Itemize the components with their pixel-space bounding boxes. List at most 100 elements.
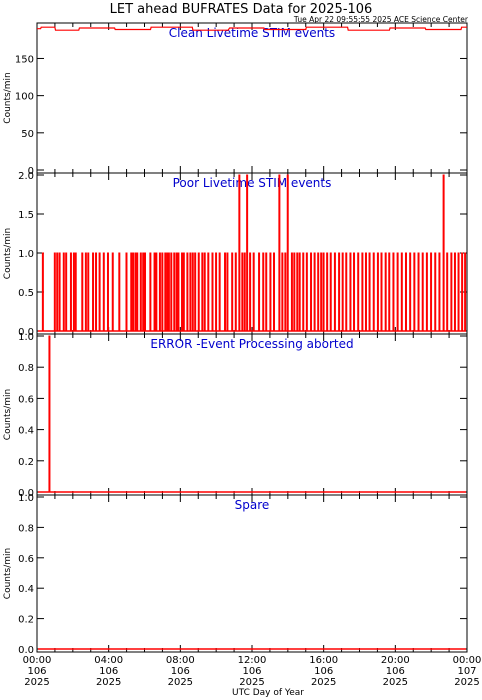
- y-tick-label: 0.8: [18, 523, 34, 534]
- series-spike: [226, 252, 229, 332]
- series-spike: [81, 252, 84, 332]
- y-tick-label: 0.4: [18, 584, 34, 595]
- series-spike: [98, 252, 101, 332]
- series-spike: [241, 252, 244, 332]
- series-spike: [181, 252, 184, 332]
- x-tick-doy: 106: [314, 666, 333, 677]
- series-spike: [345, 252, 348, 332]
- x-tick-year: 2025: [454, 677, 479, 688]
- series-spike: [265, 252, 268, 332]
- x-tick-time: 08:00: [166, 655, 195, 666]
- series-spike: [392, 252, 395, 332]
- series-spike: [164, 252, 167, 332]
- series-spike: [286, 174, 289, 332]
- panel-3: 0.0 0.2 0.4 0.6 0.8 1.0 Counts/min ERROR -Event…: [3, 332, 468, 499]
- panel-4: 0.0 0.2 0.4 0.6 0.8 1.0 Counts/min Spare: [3, 493, 468, 656]
- series-spike: [457, 252, 460, 332]
- series-spike: [333, 252, 336, 332]
- series-spike: [177, 252, 180, 332]
- series-spike: [142, 252, 145, 332]
- x-axis-label: UTC Day of Year: [232, 688, 304, 698]
- series-spike: [281, 252, 284, 332]
- series-spike: [231, 252, 234, 332]
- series-spike: [453, 252, 456, 332]
- series-spike: [161, 252, 164, 332]
- y-tick-label: 50: [21, 129, 34, 140]
- series-spike: [155, 252, 158, 332]
- x-tick-year: 2025: [383, 677, 408, 688]
- series-spike: [464, 252, 467, 332]
- y-tick-label: 0.0: [18, 327, 34, 338]
- series-spike: [252, 252, 255, 332]
- series-spike: [189, 252, 192, 332]
- timestamp: Tue Apr 22 09:55:55 2025 ACE Science Cen…: [293, 15, 469, 24]
- series-spike: [170, 252, 173, 332]
- series-spike: [153, 252, 156, 332]
- y-tick-label: 1.0: [18, 493, 34, 504]
- series-spike: [175, 252, 178, 332]
- series-spike: [144, 252, 146, 332]
- series-spike: [368, 252, 371, 332]
- series-spike: [106, 252, 109, 332]
- series-spike: [53, 252, 56, 332]
- series-spike: [442, 174, 445, 332]
- series-spike: [446, 252, 449, 332]
- series-spike: [329, 252, 332, 332]
- series-spike: [361, 252, 364, 332]
- series-spike: [243, 252, 246, 332]
- series-spike: [246, 174, 249, 332]
- series-spike: [125, 252, 128, 332]
- x-tick-time: 20:00: [381, 655, 410, 666]
- series-spike: [384, 252, 387, 332]
- series-spike: [84, 252, 87, 332]
- y-tick-label: 1.0: [18, 249, 34, 260]
- series-spike: [201, 252, 204, 332]
- series-spike: [421, 252, 424, 332]
- y-tick-label: 0.5: [18, 288, 34, 299]
- series-spike: [194, 252, 197, 332]
- series-spike: [417, 252, 420, 332]
- x-tick-doy: 106: [386, 666, 405, 677]
- series-spike: [207, 252, 210, 332]
- series-spike: [322, 252, 325, 332]
- series-spike: [95, 252, 98, 332]
- series-spike: [269, 252, 272, 332]
- panel-title: Poor Livetime STIM events: [173, 176, 332, 190]
- x-axis-ticks: 00:00106202504:00106202508:00106202512:0…: [23, 655, 482, 688]
- x-tick-doy: 106: [242, 666, 261, 677]
- series-spike: [409, 252, 412, 332]
- x-tick-time: 16:00: [309, 655, 338, 666]
- panel-frame: [36, 22, 468, 174]
- x-tick-doy: 107: [457, 666, 476, 677]
- y-axis-label: Counts/min: [3, 548, 13, 599]
- series-spike: [224, 252, 227, 332]
- series-spike: [158, 252, 161, 332]
- series-spike: [349, 252, 352, 332]
- panel-title: ERROR -Event Processing aborted: [150, 337, 353, 351]
- series-spike: [278, 174, 281, 332]
- series-spike: [41, 252, 44, 332]
- y-axis-label: Counts/min: [3, 228, 13, 279]
- series-spike: [197, 252, 200, 332]
- series-spike: [430, 252, 433, 332]
- series-spike: [92, 252, 95, 332]
- y-tick-label: 0.8: [18, 363, 34, 374]
- panel-frame: [36, 333, 468, 496]
- x-tick-time: 00:00: [23, 655, 52, 666]
- series-spike: [65, 252, 68, 332]
- series-spike: [341, 252, 344, 332]
- y-tick-label: 1.0: [18, 332, 34, 343]
- series-spike: [238, 174, 241, 332]
- series-spike: [56, 252, 59, 332]
- series-spike: [211, 252, 214, 332]
- series-spike: [182, 252, 185, 332]
- series-spike: [425, 252, 428, 332]
- x-tick-year: 2025: [168, 677, 193, 688]
- x-tick-year: 2025: [311, 677, 336, 688]
